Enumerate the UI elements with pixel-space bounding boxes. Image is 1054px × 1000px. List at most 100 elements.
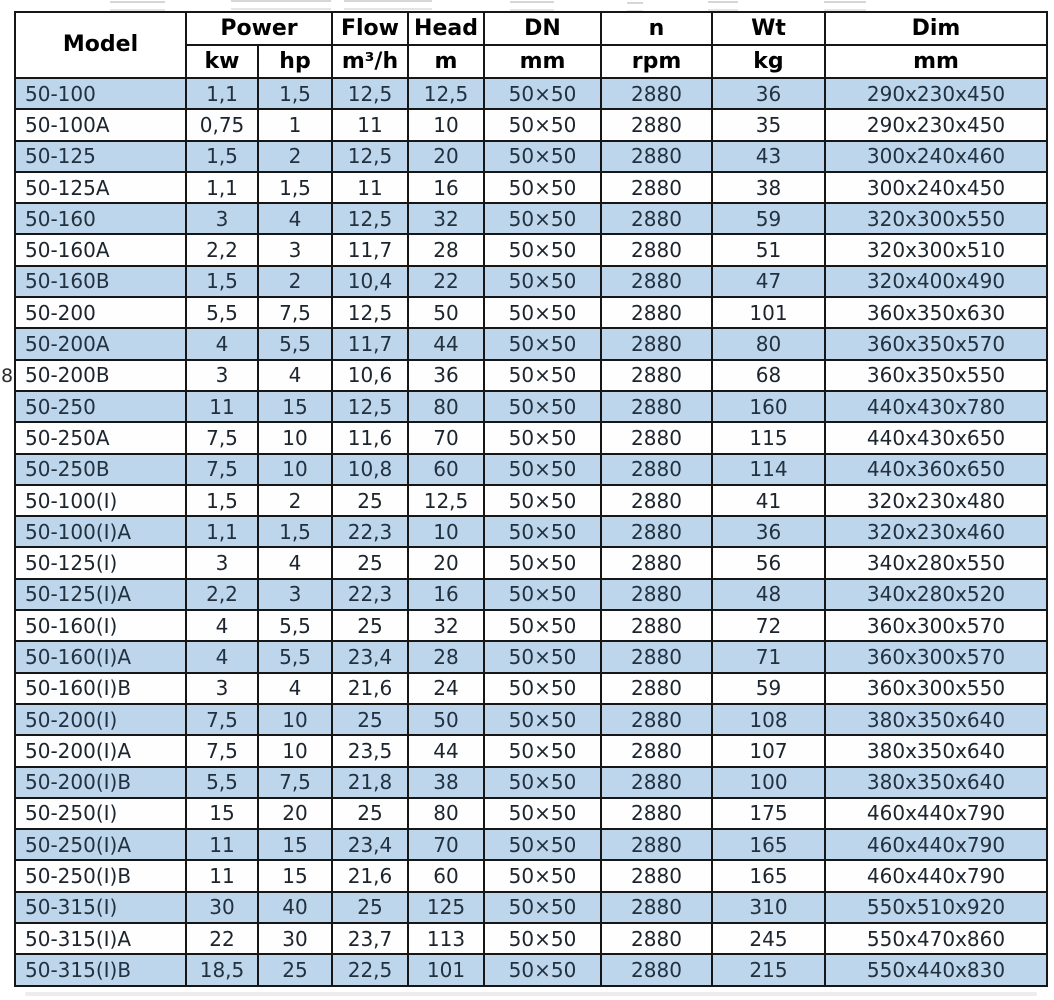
cell-rpm: 2880 — [600, 389, 713, 424]
cell-dim: 320x300x550 — [824, 202, 1048, 236]
cell-kw: 15 — [185, 796, 259, 831]
cell-kw: 5,5 — [185, 765, 259, 799]
cell-kw: 7,5 — [185, 702, 259, 737]
cell-dim: 360x350x630 — [824, 296, 1048, 330]
cell-flow: 23,5 — [331, 734, 409, 768]
cell-dim: 440x430x650 — [824, 421, 1048, 455]
cell-kw: 22 — [185, 922, 259, 956]
cell-hp: 1,5 — [257, 76, 333, 111]
cell-kw: 11 — [185, 389, 259, 424]
cell-dim: 380x350x640 — [824, 734, 1048, 768]
cell-head: 20 — [407, 546, 485, 580]
cell-model: 50-160(I)A — [14, 640, 187, 674]
cell-hp: 5,5 — [257, 640, 333, 674]
cell-hp: 4 — [257, 358, 333, 392]
cell-head: 50 — [407, 296, 485, 330]
cell-dim: 360x350x550 — [824, 358, 1048, 392]
cell-flow: 11,7 — [331, 327, 409, 361]
cell-kw: 1,5 — [185, 264, 259, 299]
cell-head: 28 — [407, 640, 485, 674]
cell-head: 12,5 — [407, 76, 485, 111]
table-row: 50-200 5,5 7,5 12,5 50 50×50 2880 101 360x350x63… — [14, 296, 1048, 330]
cell-wt: 165 — [711, 859, 826, 893]
cell-dn: 50×50 — [483, 828, 602, 862]
cell-rpm: 2880 — [600, 515, 713, 549]
cell-hp: 1,5 — [257, 515, 333, 549]
cell-head: 60 — [407, 452, 485, 486]
cell-kw: 0,75 — [185, 108, 259, 142]
table-row: 50-200(I)B 5,5 7,5 21,8 38 50×50 2880 100 380x35… — [14, 765, 1048, 799]
cell-rpm: 2880 — [600, 76, 713, 111]
cell-dn: 50×50 — [483, 264, 602, 299]
cell-flow: 25 — [331, 796, 409, 831]
cell-rpm: 2880 — [600, 170, 713, 205]
table-row: 50-200(I) 7,5 10 25 50 50×50 2880 108 380x350x64… — [14, 702, 1048, 737]
cell-model: 50-200(I) — [14, 702, 187, 737]
cell-dim: 550x470x860 — [824, 922, 1048, 956]
cell-head: 44 — [407, 327, 485, 361]
cell-flow: 21,6 — [331, 671, 409, 705]
cell-dim: 340x280x550 — [824, 546, 1048, 580]
cell-dn: 50×50 — [483, 640, 602, 674]
col-header-wt: Wt — [711, 11, 826, 46]
cell-hp: 7,5 — [257, 296, 333, 330]
unit-header-m3h: m³/h — [331, 44, 409, 79]
cell-model: 50-200A — [14, 327, 187, 361]
cell-dn: 50×50 — [483, 358, 602, 392]
cell-head: 80 — [407, 796, 485, 831]
cell-rpm: 2880 — [600, 890, 713, 925]
cell-wt: 310 — [711, 890, 826, 925]
cell-hp: 10 — [257, 421, 333, 455]
cell-kw: 5,5 — [185, 296, 259, 330]
table-row: 50-160B 1,5 2 10,4 22 50×50 2880 47 320x400x490 — [14, 264, 1048, 299]
table-row: 50-125(I)A 2,2 3 22,3 16 50×50 2880 48 340x280x5… — [14, 577, 1048, 612]
table-row: 50-100A 0,75 1 11 10 50×50 2880 35 290x230x450 — [14, 108, 1048, 142]
cell-dn: 50×50 — [483, 734, 602, 768]
cell-head: 70 — [407, 421, 485, 455]
header-row-groups: Model Power Flow Head DN n Wt Dim — [14, 11, 1048, 79]
cell-flow: 11,6 — [331, 421, 409, 455]
cell-kw: 3 — [185, 202, 259, 236]
cell-dn: 50×50 — [483, 202, 602, 236]
cell-wt: 43 — [711, 139, 826, 173]
cell-wt: 101 — [711, 296, 826, 330]
cell-head: 32 — [407, 202, 485, 236]
cell-flow: 25 — [331, 702, 409, 737]
cell-wt: 215 — [711, 953, 826, 987]
cell-dim: 320x230x460 — [824, 515, 1048, 549]
cell-wt: 108 — [711, 702, 826, 737]
cell-flow: 21,8 — [331, 765, 409, 799]
table-row: 50-160(I) 4 5,5 25 32 50×50 2880 72 360x300x570 — [14, 609, 1048, 643]
cell-rpm: 2880 — [600, 358, 713, 392]
cell-flow: 25 — [331, 890, 409, 925]
cell-flow: 22,3 — [331, 577, 409, 612]
cell-flow: 22,3 — [331, 515, 409, 549]
table-row: 50-315(I)B 18,5 25 22,5 101 50×50 2880 215 550x4… — [14, 953, 1048, 987]
cell-model: 50-200(I)B — [14, 765, 187, 799]
table-row: 50-160(I)B 3 4 21,6 24 50×50 2880 59 360x300x550 — [14, 671, 1048, 705]
cell-model: 50-160 — [14, 202, 187, 236]
cell-hp: 3 — [257, 577, 333, 612]
cell-rpm: 2880 — [600, 828, 713, 862]
cell-head: 10 — [407, 108, 485, 142]
table-row: 50-160A 2,2 3 11,7 28 50×50 2880 51 320x300x510 — [14, 233, 1048, 267]
cell-kw: 3 — [185, 671, 259, 705]
cell-dim: 440x430x780 — [824, 389, 1048, 424]
cell-dn: 50×50 — [483, 76, 602, 111]
cell-model: 50-315(I)A — [14, 922, 187, 956]
cell-flow: 10,4 — [331, 264, 409, 299]
cell-wt: 59 — [711, 671, 826, 705]
scan-artifact — [708, 1, 738, 11]
cell-wt: 41 — [711, 483, 826, 518]
cell-flow: 21,6 — [331, 859, 409, 893]
cell-rpm: 2880 — [600, 452, 713, 486]
cell-model: 50-315(I)B — [14, 953, 187, 987]
cell-model: 50-160(I) — [14, 609, 187, 643]
cell-hp: 2 — [257, 264, 333, 299]
scan-artifact — [824, 1, 866, 11]
cell-wt: 175 — [711, 796, 826, 831]
cell-model: 50-160B — [14, 264, 187, 299]
cell-flow: 22,5 — [331, 953, 409, 987]
cell-flow: 25 — [331, 483, 409, 518]
cell-flow: 25 — [331, 546, 409, 580]
